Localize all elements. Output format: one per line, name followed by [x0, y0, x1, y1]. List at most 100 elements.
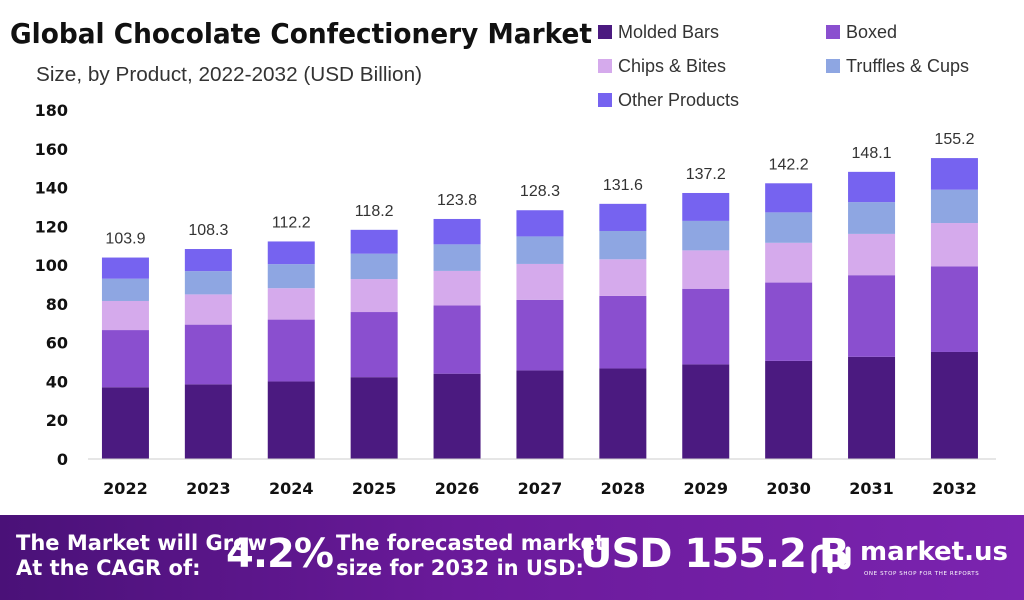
legend-item: Truffles & Cups	[826, 56, 969, 76]
bar-segment-truffles-cups	[184, 271, 232, 295]
chart-subtitle: Size, by Product, 2022-2032 (USD Billion…	[36, 64, 422, 86]
bar-segment-boxed	[267, 319, 315, 382]
bar-segment-truffles-cups	[682, 220, 730, 251]
bar-stack-2024	[267, 241, 315, 459]
y-tick-label: 160	[35, 140, 68, 159]
x-tick-label: 2027	[518, 479, 563, 498]
bar-stack-2028	[599, 203, 647, 459]
bar-segment-molded-bars	[433, 373, 481, 459]
total-label: 118.2	[355, 203, 394, 220]
bar-segment-boxed	[599, 295, 647, 369]
total-label: 108.3	[188, 222, 228, 239]
forecast-label: The forecasted market size for 2032 in U…	[336, 531, 605, 581]
bar-segment-chips-bites	[267, 288, 315, 320]
bar-segment-other-products	[848, 171, 896, 203]
bar-segment-chips-bites	[682, 250, 730, 289]
total-label: 131.6	[603, 177, 643, 194]
x-tick-label: 2022	[103, 479, 148, 498]
bar-segment-other-products	[350, 229, 398, 254]
bar-segment-boxed	[848, 275, 896, 357]
y-tick-label: 100	[35, 256, 68, 275]
x-tick-label: 2023	[186, 479, 231, 498]
legend-swatch	[826, 25, 840, 39]
legend-label: Boxed	[846, 22, 897, 42]
legend-item: Chips & Bites	[598, 56, 726, 76]
bar-segment-molded-bars	[101, 387, 149, 459]
forecast-label-line2: size for 2032 in USD:	[336, 556, 584, 580]
bar-stack-2025	[350, 229, 398, 459]
x-tick-label: 2030	[766, 479, 811, 498]
bar-segment-boxed	[765, 282, 813, 361]
bar-segment-chips-bites	[433, 270, 481, 306]
bar-stack-2022	[101, 257, 149, 459]
chart-area: Global Chocolate Confectionery Market Si…	[10, 17, 996, 498]
legend: Molded Bars Boxed Chips & Bites Truffles & …	[598, 22, 969, 110]
brand-name: market.us	[860, 537, 1008, 567]
bar-segment-chips-bites	[184, 294, 232, 325]
bar-segment-boxed	[433, 305, 481, 374]
y-tick-label: 140	[35, 179, 68, 198]
total-label: 128.3	[520, 183, 560, 200]
total-label: 142.2	[769, 156, 809, 173]
footer-banner: The Market will Grow At the CAGR of: 4.2…	[0, 515, 1024, 600]
cagr-value: 4.2%	[226, 531, 334, 577]
bar-segment-truffles-cups	[433, 244, 481, 271]
x-tick-label: 2026	[435, 479, 480, 498]
bar-segment-other-products	[930, 158, 978, 190]
bar-segment-chips-bites	[599, 259, 647, 296]
bar-segment-truffles-cups	[765, 212, 813, 243]
x-tick-label: 2028	[601, 479, 646, 498]
total-label: 103.9	[105, 231, 145, 248]
bar-segment-boxed	[930, 266, 978, 352]
bar-segment-other-products	[765, 183, 813, 213]
bar-segment-boxed	[682, 288, 730, 365]
bar-stack-2029	[682, 192, 730, 459]
forecast-label-line1: The forecasted market	[336, 531, 605, 555]
bar-segment-boxed	[516, 299, 564, 371]
x-tick-label: 2025	[352, 479, 397, 498]
legend-swatch	[598, 59, 612, 73]
cagr-label-line1: The Market will Grow	[16, 531, 267, 555]
total-label: 137.2	[686, 166, 726, 183]
bar-segment-truffles-cups	[599, 230, 647, 260]
legend-swatch	[598, 25, 612, 39]
total-labels: 103.9 108.3 112.2 118.2 123.8 128.3 131.6 137.2…	[105, 131, 974, 247]
y-tick-label: 120	[35, 217, 68, 236]
bar-stack-2031	[848, 171, 896, 459]
bar-stack-2030	[765, 183, 813, 459]
legend-swatch	[826, 59, 840, 73]
x-tick-label: 2024	[269, 479, 314, 498]
total-label: 155.2	[934, 131, 974, 148]
y-tick-label: 0	[57, 450, 68, 469]
chart-title: Global Chocolate Confectionery Market	[10, 17, 592, 50]
bar-segment-molded-bars	[516, 370, 564, 459]
bar-segment-other-products	[184, 249, 232, 272]
bar-segment-truffles-cups	[848, 202, 896, 234]
bar-segment-truffles-cups	[930, 189, 978, 224]
bar-stack-2032	[930, 158, 978, 459]
legend-label: Molded Bars	[618, 22, 719, 42]
bar-stack-2026	[433, 218, 481, 459]
bar-segment-boxed	[101, 330, 149, 388]
x-tick-label: 2032	[932, 479, 977, 498]
bar-segment-molded-bars	[682, 364, 730, 459]
bar-segment-chips-bites	[848, 233, 896, 276]
bar-segment-truffles-cups	[516, 236, 564, 264]
total-label: 148.1	[852, 145, 892, 162]
y-tick-label: 20	[46, 411, 68, 430]
bar-segment-other-products	[516, 210, 564, 237]
bar-segment-chips-bites	[350, 279, 398, 313]
legend-item: Molded Bars	[598, 22, 719, 42]
cagr-label: The Market will Grow At the CAGR of:	[16, 531, 267, 581]
bar-segment-molded-bars	[184, 384, 232, 459]
x-axis: 2022 2023 2024 2025 2026 2027 2028 2029 2030 2031…	[103, 479, 977, 498]
legend-label: Other Products	[618, 90, 739, 110]
market-us-logo-icon	[811, 544, 851, 574]
bars	[101, 158, 978, 459]
bar-segment-chips-bites	[765, 242, 813, 283]
bar-segment-molded-bars	[350, 377, 398, 459]
bar-segment-boxed	[184, 324, 232, 385]
bar-segment-molded-bars	[848, 356, 896, 459]
y-axis: 0 20 40 60 80 100 120 140 160 180	[35, 101, 68, 469]
bar-segment-molded-bars	[599, 368, 647, 459]
